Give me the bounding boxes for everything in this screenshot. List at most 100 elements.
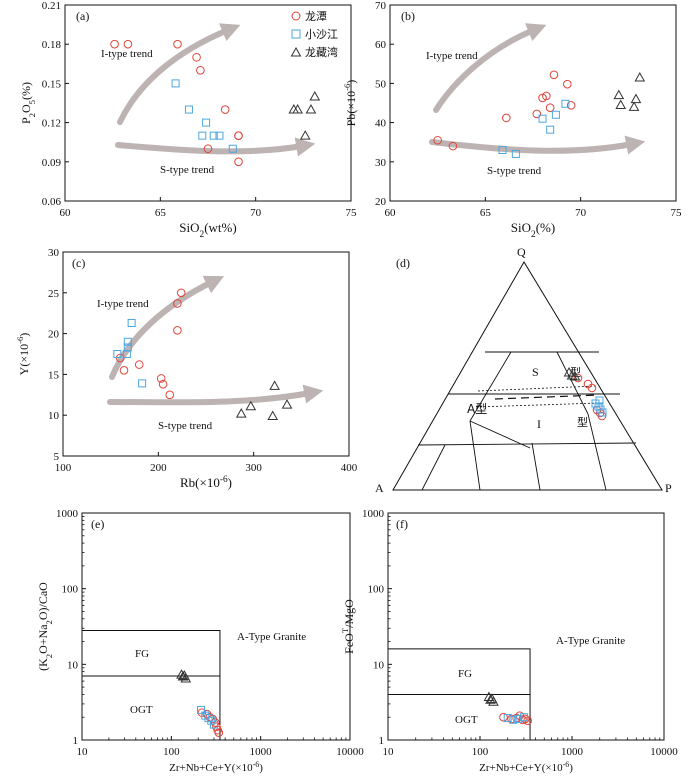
data-point [511, 149, 520, 158]
data-point [123, 337, 132, 346]
data-point [202, 118, 211, 127]
panel-f: (f) FG OGT A-Type Granite 10 100 1000 10000… [340, 508, 678, 774]
panel-a: (a) I-type trend S-type trend 龙潭 小沙江 龙藏湾… [19, 0, 357, 240]
y-tick-label: 10 [373, 659, 385, 671]
y-tick-label: 0.06 [42, 196, 62, 208]
series-square [197, 705, 218, 729]
data-point [197, 705, 206, 714]
i-type-trend-label: I-type trend [426, 50, 478, 62]
data-point [448, 141, 458, 151]
y-tick-label: 100 [62, 584, 79, 596]
legend-label-longtan: 龙潭 [305, 10, 327, 23]
data-point [433, 135, 442, 145]
panel-c-marks: 100 200 300 400 5 10 15 20 25 30 Rb(×10-6) Y(×10-6) [15, 247, 358, 490]
ogt-field-label: OGT [130, 704, 153, 716]
y-tick-label: 0.09 [42, 157, 62, 169]
y-tick-label: 20 [48, 329, 60, 341]
x-tick-label: 70 [575, 207, 587, 219]
s-type-trend-arrow [107, 384, 324, 406]
y-tick-label: 1 [73, 735, 79, 747]
ogt-field-label: OGT [455, 714, 478, 726]
data-point [235, 408, 247, 418]
x-tick-label: 100 [163, 746, 180, 758]
y-tick-label: 0.15 [42, 78, 62, 90]
data-point [204, 714, 213, 723]
panel-e-marks: 10 100 1000 100001101001000Zr+Nb+Ce+Y(×10-6… [36, 508, 364, 774]
data-point [171, 79, 180, 88]
y-tick-label: 20 [375, 196, 387, 208]
a-type-granite-label: A-Type Granite [237, 631, 306, 643]
data-point [127, 318, 136, 327]
y-tick-label: 60 [375, 39, 387, 51]
data-point [634, 72, 646, 82]
i-type-trend-label: I-type trend [97, 298, 149, 310]
data-point [209, 720, 218, 729]
panel-e: (e) FG OGT A-Type Granite 10 100 1000 10000… [36, 508, 364, 774]
series-square [503, 713, 528, 724]
s-type-trend-label: S-type trend [158, 420, 213, 432]
panel-c: (c) I-type trend S-type trend 100 200 300 4… [15, 247, 358, 490]
x-axis-label: SiO2(%) [511, 220, 555, 240]
data-point [234, 157, 243, 167]
data-point [220, 105, 230, 114]
y-tick-label: 30 [375, 157, 387, 169]
data-point [198, 131, 207, 140]
x-tick-label: 65 [480, 207, 492, 219]
x-tick-label: 10000 [650, 746, 678, 758]
data-point-longzangwan [569, 370, 581, 381]
data-point [180, 672, 192, 683]
y-tick-label: 40 [375, 118, 387, 130]
y-tick-label: 50 [375, 78, 387, 90]
panel-label: (f) [396, 517, 408, 531]
data-point [502, 113, 511, 123]
data-point [545, 103, 555, 113]
i-field-label: I [537, 417, 541, 431]
x-tick-label: 60 [60, 207, 72, 219]
x-tick-label: 70 [250, 207, 262, 219]
x-tick-label: 100 [55, 462, 72, 474]
field-boundaries [388, 648, 531, 740]
y-tick-label: 70 [375, 0, 387, 12]
data-point-xiaoshajiang [598, 408, 607, 417]
legend-label-xiaoshajiang: 小沙江 [305, 28, 338, 41]
data-point [269, 380, 280, 390]
x-axis-label: SiO2(wt%) [179, 220, 236, 240]
y-axis-label: P2O5(%) [19, 82, 37, 124]
y-tick-label: 30 [48, 247, 60, 259]
a-type-granite-label: A-Type Granite [556, 635, 625, 647]
data-point [292, 104, 303, 114]
panel-b: (b) I-type trend S-type trend 60 65 70 75 20… [342, 0, 682, 240]
y-tick-label: 1000 [362, 508, 385, 520]
data-point-longtan [587, 383, 597, 393]
y-tick-label: 1000 [56, 508, 79, 520]
series-triangle [176, 669, 192, 683]
data-point [119, 366, 129, 375]
ternary-dashed-lines [475, 385, 601, 408]
x-tick-label: 75 [346, 207, 358, 219]
data-point [281, 399, 293, 409]
x-tick-label: 10 [383, 746, 395, 758]
series-circle [110, 39, 243, 167]
data-point [566, 101, 576, 110]
data-point [613, 89, 625, 100]
data-point [488, 696, 499, 706]
data-point [542, 91, 551, 101]
s-type-trend-label: S-type trend [487, 165, 542, 177]
data-point [561, 99, 570, 108]
data-point [138, 379, 147, 388]
x-tick-label: 400 [341, 462, 358, 474]
data-point [299, 130, 311, 140]
y-tick-label: 0.18 [42, 39, 62, 51]
series-triangle [288, 90, 321, 140]
panel-f-marks: 10 100 1000 100001101001000Zr+Nb+Ce+Y(×10-6… [340, 508, 678, 774]
data-point [123, 343, 132, 352]
data-point [630, 93, 642, 104]
i-type-suffix-label: 型 [577, 415, 588, 429]
data-point [532, 109, 542, 119]
panel-label: (d) [396, 256, 410, 270]
data-point [309, 90, 321, 101]
data-point [546, 125, 555, 134]
x-tick-label: 200 [150, 462, 167, 474]
data-point [503, 714, 512, 723]
y-tick-label: 0.21 [42, 0, 61, 12]
